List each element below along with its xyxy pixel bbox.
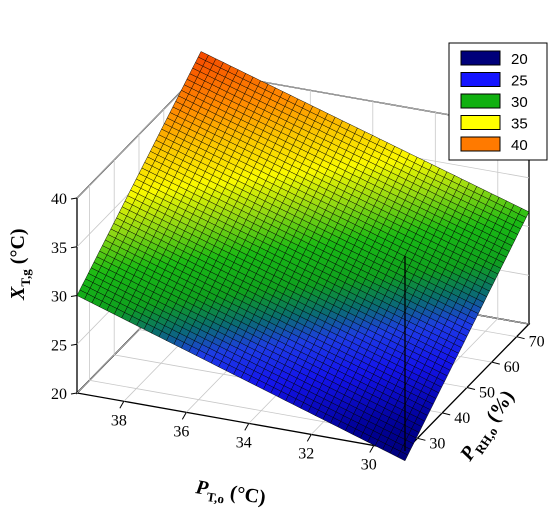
z-tick-mark [70, 295, 78, 297]
legend-label: 20 [511, 51, 528, 68]
tick-labels: 20 25 30 35 40 30 32 34 36 38 30 40 50 60 70 [51, 191, 545, 473]
x-tick-label: 34 [236, 434, 252, 451]
legend-swatch [460, 93, 501, 109]
legend-label: 30 [511, 94, 528, 111]
x-tick-mark [306, 434, 312, 442]
z-tick-label: 25 [51, 337, 67, 354]
legend-swatch [460, 136, 501, 152]
y-tick-mark [466, 387, 476, 390]
z-tick-label: 40 [51, 191, 67, 208]
x-tick-mark [119, 401, 125, 409]
legend-label: 35 [511, 116, 528, 133]
legend-swatch [460, 50, 501, 66]
x-tick-mark [181, 412, 187, 420]
y-tick-label: 50 [479, 385, 495, 402]
x-tick-label: 32 [298, 445, 314, 462]
y-tick-label: 70 [529, 334, 545, 351]
y-tick-mark [417, 437, 426, 441]
y-grid-line [89, 185, 418, 439]
legend-label: 40 [511, 137, 528, 154]
y-tick-mark [491, 361, 500, 365]
legend-swatch [460, 72, 501, 87]
y-tick-label: 30 [429, 435, 445, 452]
surface-mesh [76, 51, 530, 462]
y-tick-mark [442, 412, 451, 416]
x-tick-label: 38 [111, 412, 127, 429]
z-axis-title: XT,g(°C) [7, 228, 33, 301]
z-tick-mark [70, 343, 78, 346]
z-tick-label: 35 [51, 240, 67, 257]
x-tick-label: 36 [173, 423, 189, 440]
legend: 20 25 30 35 40 [448, 42, 548, 161]
x-tick-label: 30 [361, 456, 377, 473]
y-tick-label: 40 [454, 410, 470, 427]
legend-label: 25 [511, 73, 528, 90]
x-axis-title: PT,o (°C) [193, 476, 268, 510]
y-tick-label: 60 [504, 359, 520, 376]
z-tick-mark [70, 392, 78, 395]
y-tick-mark [516, 336, 525, 340]
z-tick-mark [70, 197, 78, 200]
x-tick-mark [369, 445, 375, 453]
z-tick-mark [70, 246, 78, 249]
x-tick-mark [244, 423, 250, 431]
surface-cell [397, 450, 409, 462]
z-tick-label: 20 [51, 386, 67, 403]
legend-swatch [460, 115, 501, 130]
z-tick-label: 30 [51, 289, 67, 306]
